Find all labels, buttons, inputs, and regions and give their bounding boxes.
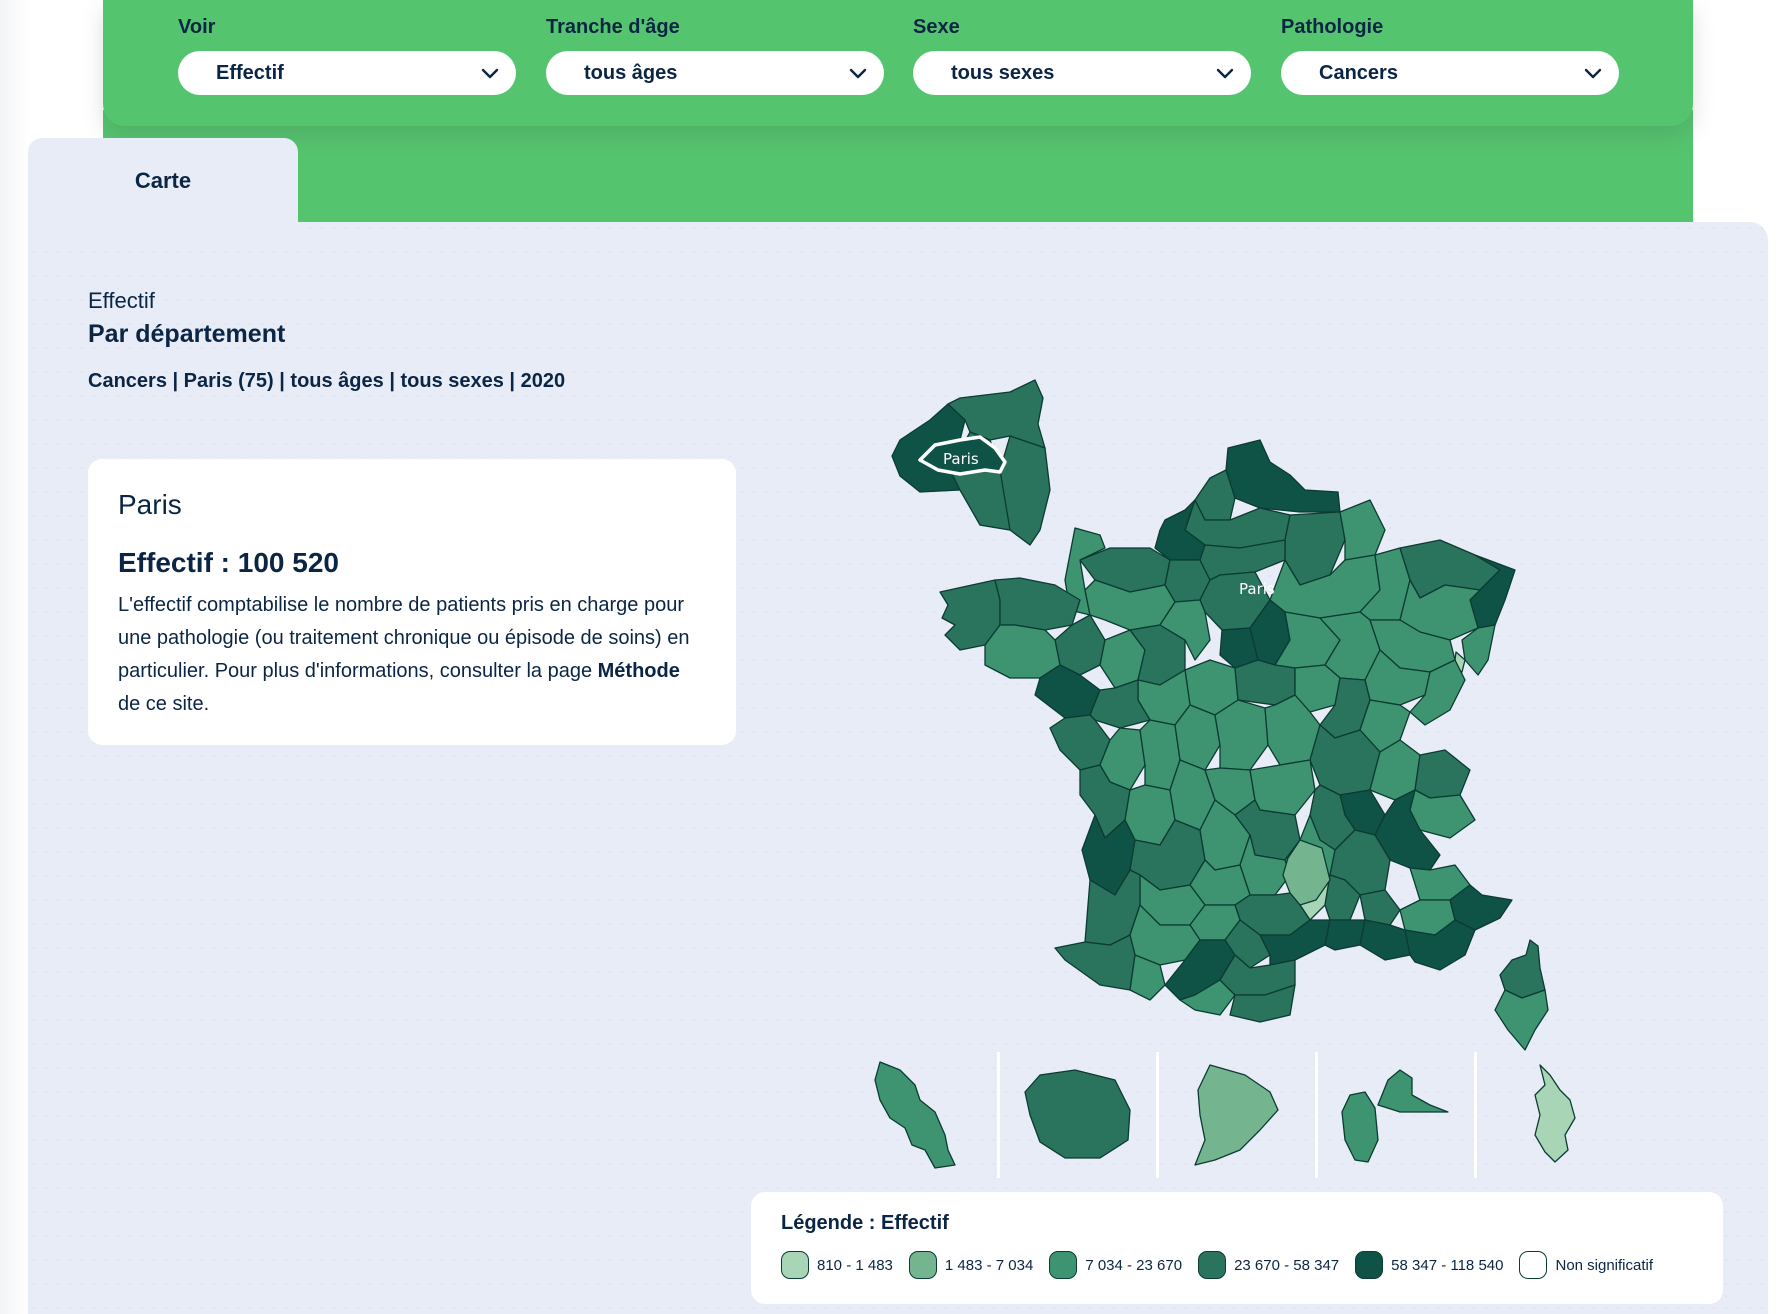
legend-swatch: [1355, 1251, 1384, 1279]
chevron-down-icon: [481, 68, 499, 79]
indicator-title: Effectif: [88, 288, 155, 313]
dept-finistere[interactable]: [939, 579, 1001, 651]
dom-divider: [1156, 1052, 1159, 1178]
age-select[interactable]: tous âges: [546, 51, 884, 95]
legend-label: 7 034 - 23 670: [1085, 1256, 1183, 1274]
tab-carte-label: Carte: [134, 168, 192, 193]
legend-item[interactable]: 810 - 1 483: [781, 1251, 893, 1279]
dept-loiret[interactable]: [1234, 659, 1296, 706]
voir-select[interactable]: Effectif: [178, 51, 516, 95]
dept-gard[interactable]: [1324, 919, 1366, 951]
dept-hautes-pyrenees[interactable]: [1129, 954, 1166, 1001]
legend-item[interactable]: 1 483 - 7 034: [908, 1251, 1034, 1279]
info-desc-end: de ce site.: [118, 693, 210, 715]
legend-item[interactable]: 7 034 - 23 670: [1049, 1251, 1182, 1279]
filter-pathologie-label: Pathologie: [1281, 16, 1384, 38]
legend-label: 23 670 - 58 347: [1234, 1256, 1340, 1274]
reunion[interactable]: [1024, 1069, 1131, 1159]
dept-meurthe[interactable]: [1399, 579, 1481, 641]
info-desc-text: L'effectif comptabilise le nombre de pat…: [118, 594, 690, 682]
dept-haut-rhin[interactable]: [1461, 624, 1496, 676]
legend-label: Non significatif: [1555, 1256, 1654, 1274]
info-card: Paris Effectif : 100 520 L'effectif comp…: [88, 459, 736, 745]
dept-pyrenees-orientales[interactable]: [1229, 984, 1296, 1023]
legend-label: 1 483 - 7 034: [944, 1256, 1034, 1274]
legend-swatch: [1519, 1251, 1548, 1279]
tab-carte[interactable]: Carte: [28, 138, 298, 224]
page-subtitle: Par département: [88, 320, 286, 348]
dept-eure-et-loir[interactable]: [1159, 599, 1211, 661]
legend-item[interactable]: Non significatif: [1519, 1251, 1653, 1279]
legend-swatch: [1198, 1251, 1227, 1279]
filter-age-label: Tranche d'âge: [546, 16, 680, 38]
mayotte[interactable]: [1534, 1064, 1576, 1163]
guyane[interactable]: [1194, 1064, 1279, 1166]
legend-item[interactable]: 58 347 - 118 540: [1355, 1251, 1503, 1279]
filter-bar-extension: [103, 110, 1693, 240]
legend-items: 810 - 1 483 1 483 - 7 034 7 034 - 23 670…: [781, 1251, 1723, 1279]
dept-cher[interactable]: [1214, 699, 1269, 771]
filter-age: Tranche d'âge tous âges: [546, 16, 884, 95]
chevron-down-icon: [1216, 68, 1234, 79]
legend-label: 58 347 - 118 540: [1391, 1256, 1504, 1274]
pathologie-select-value: Cancers: [1319, 61, 1398, 84]
map-legend: Légende : Effectif 810 - 1 483 1 483 - 7…: [751, 1192, 1723, 1304]
legend-swatch: [908, 1251, 937, 1279]
corse-sud[interactable]: [1494, 989, 1549, 1051]
filter-sexe-label: Sexe: [913, 16, 960, 38]
filter-bar: Voir Effectif Tranche d'âge tous âges Se…: [103, 0, 1693, 126]
info-description: L'effectif comptabilise le nombre de pat…: [118, 589, 706, 721]
guadeloupe-east[interactable]: [1377, 1069, 1449, 1113]
dom-divider: [1315, 1052, 1318, 1178]
dept-vaucluse[interactable]: [1359, 889, 1401, 926]
filter-voir-label: Voir: [178, 16, 216, 38]
legend-swatch: [781, 1251, 809, 1279]
dom-divider: [997, 1052, 1000, 1178]
dept-aveyron-light[interactable]: [1282, 839, 1331, 906]
dept-isere[interactable]: [1374, 789, 1441, 871]
methode-link[interactable]: Méthode: [597, 660, 680, 682]
dept-alpes-maritimes[interactable]: [1449, 884, 1513, 931]
chevron-down-icon: [1584, 68, 1602, 79]
info-value: Effectif : 100 520: [118, 547, 339, 578]
pathologie-select[interactable]: Cancers: [1281, 51, 1619, 95]
selection-breadcrumb: Cancers | Paris (75) | tous âges | tous …: [88, 370, 566, 392]
sexe-select[interactable]: tous sexes: [913, 51, 1251, 95]
page-edge: [0, 0, 30, 1314]
dept-doubs[interactable]: [1409, 659, 1466, 726]
voir-select-value: Effectif: [216, 61, 284, 84]
filter-sexe: Sexe tous sexes: [913, 16, 1251, 95]
dept-cotes-armor[interactable]: [994, 577, 1081, 631]
legend-label: 810 - 1 483: [817, 1256, 893, 1274]
chevron-down-icon: [849, 68, 867, 79]
sexe-select-value: tous sexes: [951, 61, 1055, 84]
main-paris-label: Paris: [1239, 580, 1275, 598]
map-panel: [28, 222, 1768, 1314]
dom-divider: [1474, 1052, 1477, 1178]
filter-pathologie: Pathologie Cancers: [1281, 16, 1619, 95]
inset-paris-selected[interactable]: [918, 435, 1007, 476]
guadeloupe-west[interactable]: [1341, 1091, 1379, 1163]
martinique[interactable]: [874, 1061, 956, 1169]
dept-var[interactable]: [1404, 919, 1476, 971]
dept-morbihan[interactable]: [984, 624, 1061, 679]
filter-voir: Voir Effectif: [178, 16, 516, 95]
legend-swatch: [1049, 1251, 1078, 1279]
age-select-value: tous âges: [584, 61, 678, 84]
inset-paris-label: Paris: [943, 450, 979, 468]
info-place: Paris: [118, 489, 182, 520]
legend-title: Légende : Effectif: [781, 1212, 949, 1234]
legend-item[interactable]: 23 670 - 58 347: [1198, 1251, 1339, 1279]
